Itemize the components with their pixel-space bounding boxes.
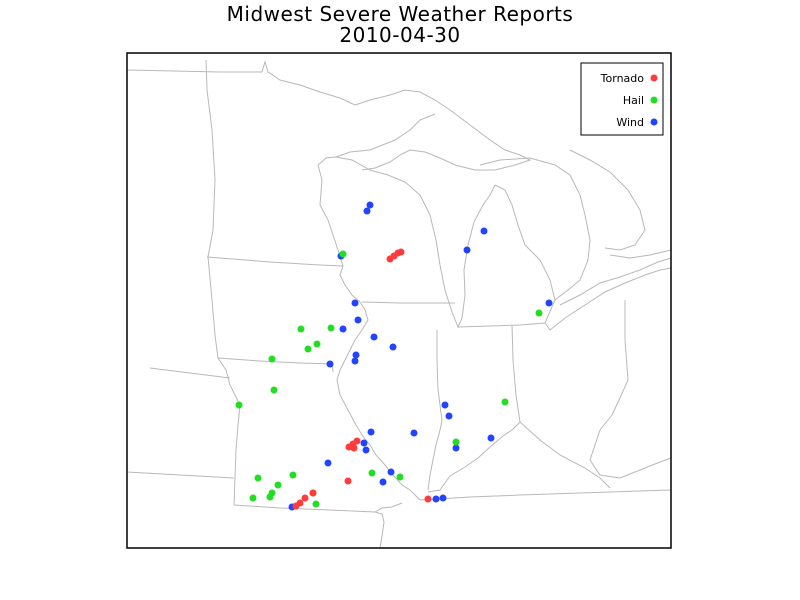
bootheel-border <box>374 502 403 513</box>
lake-erie-shoreline <box>549 267 671 331</box>
legend-label-tornado: Tornado <box>600 72 645 85</box>
hail-report-marker <box>304 345 312 353</box>
map-title-block: Midwest Severe Weather Reports 2010-04-3… <box>0 4 800 46</box>
michigan-lower-peninsula <box>494 184 556 331</box>
wind-report-marker <box>363 207 371 215</box>
hail-report-marker <box>501 398 509 406</box>
hail-report-marker <box>535 309 543 317</box>
map-date: 2010-04-30 <box>339 23 461 47</box>
wind-report-marker <box>352 351 360 359</box>
wind-report-marker <box>480 227 488 235</box>
wind-report-marker <box>452 444 460 452</box>
wind-report-marker <box>545 299 553 307</box>
wind-report-marker <box>387 468 395 476</box>
wind-report-marker <box>487 434 495 442</box>
canada-border <box>127 60 356 106</box>
ohio-river <box>427 421 521 493</box>
tornado-report-marker <box>292 502 300 510</box>
kentucky-east-border <box>519 421 611 489</box>
hail-report-marker <box>266 493 274 501</box>
ohio-east-border <box>611 300 629 416</box>
wind-report-marker <box>339 325 347 333</box>
wind-report-marker <box>367 428 375 436</box>
kansas-missouri-border <box>217 357 241 506</box>
michigan-indiana-border <box>457 322 546 328</box>
tornado-report-marker <box>397 248 405 256</box>
wind-report-marker <box>379 478 387 486</box>
hail-report-marker <box>327 324 335 332</box>
wind-report-marker <box>432 495 440 503</box>
wind-report-marker <box>463 246 471 254</box>
tornado-report-marker <box>301 494 309 502</box>
kentucky-tennessee-border <box>419 489 671 501</box>
wisconsin-minnesota-border <box>317 156 344 267</box>
hail-report-marker <box>368 469 376 477</box>
lake-erie-north-shoreline <box>559 257 671 306</box>
tornado-report-marker <box>309 489 317 497</box>
hail-report-marker <box>312 500 320 508</box>
mississippi-river-west <box>336 265 421 501</box>
iowa-missouri-border <box>217 357 334 373</box>
map-frame <box>126 52 672 549</box>
legend-label-hail: Hail <box>623 94 644 107</box>
legend-marker-wind <box>650 118 658 126</box>
wind-report-marker <box>351 299 359 307</box>
wind-report-marker <box>370 333 378 341</box>
wind-report-marker <box>326 360 334 368</box>
legend-box <box>580 62 664 136</box>
wisconsin-upper-peninsula-border <box>335 156 421 196</box>
nebraska-kansas-border <box>149 367 231 379</box>
hail-report-marker <box>249 494 257 502</box>
wind-report-marker <box>354 316 362 324</box>
oklahoma-border <box>127 471 235 479</box>
wind-report-marker <box>445 412 453 420</box>
lake-ontario-shoreline <box>609 249 671 259</box>
tornado-report-marker <box>344 477 352 485</box>
dakota-minnesota-border <box>205 59 219 359</box>
lake-huron-shoreline <box>479 157 591 301</box>
map-title: Midwest Severe Weather Reports <box>226 2 574 26</box>
tornado-report-marker <box>350 444 358 452</box>
minnesota-iowa-border <box>206 256 344 267</box>
lake-superior-shoreline <box>354 89 532 171</box>
georgian-bay-shoreline <box>569 149 646 251</box>
wind-report-marker <box>439 494 447 502</box>
hail-report-marker <box>289 471 297 479</box>
hail-report-marker <box>452 438 460 446</box>
wind-report-marker <box>362 446 370 454</box>
lake-michigan-shoreline <box>419 184 496 329</box>
hail-report-marker <box>235 401 243 409</box>
wind-report-marker <box>410 429 418 437</box>
legend-marker-hail <box>650 96 658 104</box>
missouri-arkansas-border <box>233 504 385 548</box>
indiana-ohio-border <box>511 324 521 423</box>
illinois-indiana-border <box>427 330 443 491</box>
hail-report-marker <box>396 473 404 481</box>
legend-label-wind: Wind <box>616 116 644 129</box>
legend: Tornado Hail Wind <box>580 62 664 136</box>
legend-marker-tornado <box>650 74 658 82</box>
wind-report-marker <box>360 439 368 447</box>
hail-report-marker <box>270 386 278 394</box>
wisconsin-illinois-border <box>361 301 455 304</box>
wind-report-marker <box>366 201 374 209</box>
tornado-report-marker <box>424 495 432 503</box>
hail-report-marker <box>274 481 282 489</box>
reports-layer <box>235 201 553 511</box>
map-basemap <box>127 59 671 548</box>
hail-report-marker <box>313 340 321 348</box>
hail-report-marker <box>254 474 262 482</box>
hail-report-marker <box>268 355 276 363</box>
tornado-report-marker <box>353 437 361 445</box>
wind-report-marker <box>351 357 359 365</box>
wind-report-marker <box>389 343 397 351</box>
west-virginia-border <box>589 414 671 479</box>
hail-report-marker <box>297 325 305 333</box>
upper-michigan-border <box>335 113 436 158</box>
hail-report-marker <box>339 250 347 258</box>
wind-report-marker <box>324 459 332 467</box>
wind-report-marker <box>441 401 449 409</box>
